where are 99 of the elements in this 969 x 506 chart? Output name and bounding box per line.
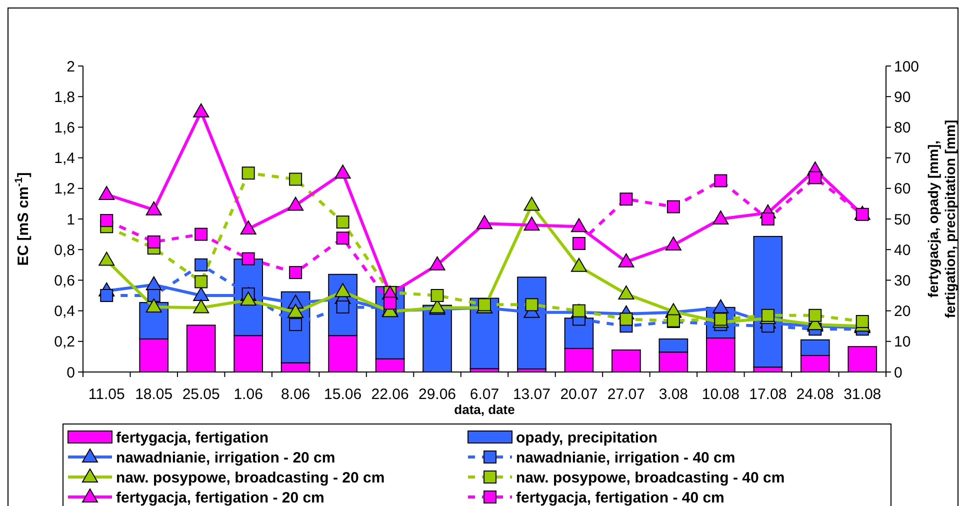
point xyxy=(146,298,162,312)
legend-label: fertygacja, fertigation - 20 cm xyxy=(116,489,324,506)
point xyxy=(430,289,444,302)
point xyxy=(476,215,492,230)
point xyxy=(193,299,210,314)
x-tick-label: 27.07 xyxy=(607,386,645,403)
y-tick-label: 1,8 xyxy=(54,88,75,106)
point xyxy=(524,216,540,231)
y2-axis-title: fertygacja, opady [mm], fertigation, precipitation [mm] xyxy=(925,120,958,318)
x-tick-label: 25.05 xyxy=(182,386,220,403)
x-tick-label: 1.06 xyxy=(234,386,263,403)
y-tick-label: 1 xyxy=(66,211,75,228)
point xyxy=(620,192,633,206)
y2-tick-label: 50 xyxy=(894,211,911,228)
y2-tick-label: 30 xyxy=(894,272,911,290)
legend-label: naw. posypowe, broadcasting - 20 cm xyxy=(116,469,385,486)
point xyxy=(242,166,255,180)
y2-tick-label: 10 xyxy=(894,334,911,351)
point xyxy=(289,172,302,186)
legend-label: fertygacja, fertigation xyxy=(116,429,269,446)
point xyxy=(288,196,304,211)
point xyxy=(193,103,210,118)
point xyxy=(146,201,162,216)
point xyxy=(194,275,208,288)
y-tick-label: 0,6 xyxy=(54,272,75,290)
point xyxy=(712,210,729,224)
point xyxy=(289,266,302,280)
point xyxy=(240,220,256,234)
y2-tick-label: 70 xyxy=(894,150,911,168)
y-tick-label: 0,8 xyxy=(54,242,75,259)
point xyxy=(429,256,446,270)
point xyxy=(384,296,397,310)
point xyxy=(194,258,208,272)
legend-label: opady, precipitation xyxy=(516,429,658,446)
y2-tick-label: 20 xyxy=(894,303,911,320)
point xyxy=(620,312,633,326)
point xyxy=(242,252,255,266)
y2-tick-label: 90 xyxy=(894,88,911,106)
x-tick-label: 8.06 xyxy=(280,386,310,403)
point xyxy=(665,236,682,251)
x-tick-label: 3.08 xyxy=(658,386,688,403)
point xyxy=(336,216,350,229)
x-axis-title: data, date xyxy=(454,402,515,417)
point xyxy=(524,196,540,211)
y-tick-label: 0,4 xyxy=(54,303,75,320)
point xyxy=(193,287,210,301)
y2-tick-label: 60 xyxy=(894,180,911,198)
point xyxy=(808,171,822,184)
point xyxy=(336,232,350,245)
x-tick-label: 11.05 xyxy=(88,386,125,403)
point xyxy=(336,300,350,314)
y2-tick-label: 100 xyxy=(894,58,920,76)
point xyxy=(761,212,774,226)
point xyxy=(194,228,208,241)
point xyxy=(334,283,351,298)
point xyxy=(334,164,351,179)
x-tick-label: 6.07 xyxy=(470,386,500,403)
point xyxy=(525,298,538,312)
y-tick-label: 1,4 xyxy=(54,150,75,168)
point xyxy=(147,235,160,248)
x-tick-label: 13.07 xyxy=(512,386,551,403)
y-tick-label: 1,2 xyxy=(54,180,75,198)
x-tick-label: 18.05 xyxy=(135,386,173,403)
point xyxy=(570,258,587,272)
point xyxy=(98,186,115,200)
y2-tick-label: 40 xyxy=(894,242,911,259)
y2-tick-label: 80 xyxy=(894,119,911,136)
y-tick-label: 2 xyxy=(66,58,75,76)
point xyxy=(856,315,869,328)
x-tick-label: 31.08 xyxy=(844,386,882,403)
y-tick-label: 0 xyxy=(66,364,75,382)
legend-label: fertygacja, fertigation - 40 cm xyxy=(516,489,724,506)
point xyxy=(147,289,160,302)
point xyxy=(98,252,115,266)
y2-tick-label: 0 xyxy=(894,364,902,382)
x-tick-label: 20.07 xyxy=(560,386,598,403)
point xyxy=(712,299,729,314)
point xyxy=(289,318,302,332)
x-tick-label: 10.08 xyxy=(702,386,740,403)
legend-label: nawadnianie, irrigation - 20 cm xyxy=(116,449,336,466)
y-tick-label: 0,2 xyxy=(54,334,75,351)
y-tick-label: 1,6 xyxy=(54,119,75,136)
legend-label: naw. posypowe, broadcasting - 40 cm xyxy=(516,469,785,486)
legend-label: nawadnianie, irrigation - 40 cm xyxy=(516,449,736,466)
point xyxy=(666,200,680,214)
point xyxy=(100,214,114,228)
x-tick-label: 29.06 xyxy=(418,386,456,403)
point xyxy=(808,308,822,322)
point xyxy=(618,285,634,300)
x-tick-label: 22.06 xyxy=(371,386,409,403)
point xyxy=(714,174,728,188)
point xyxy=(288,304,304,318)
x-tick-label: 17.08 xyxy=(749,386,787,403)
point xyxy=(618,253,634,268)
x-tick-label: 24.08 xyxy=(796,386,834,403)
point xyxy=(570,218,587,232)
x-tick-label: 15.06 xyxy=(324,386,362,403)
point xyxy=(240,292,256,306)
point xyxy=(572,236,586,250)
